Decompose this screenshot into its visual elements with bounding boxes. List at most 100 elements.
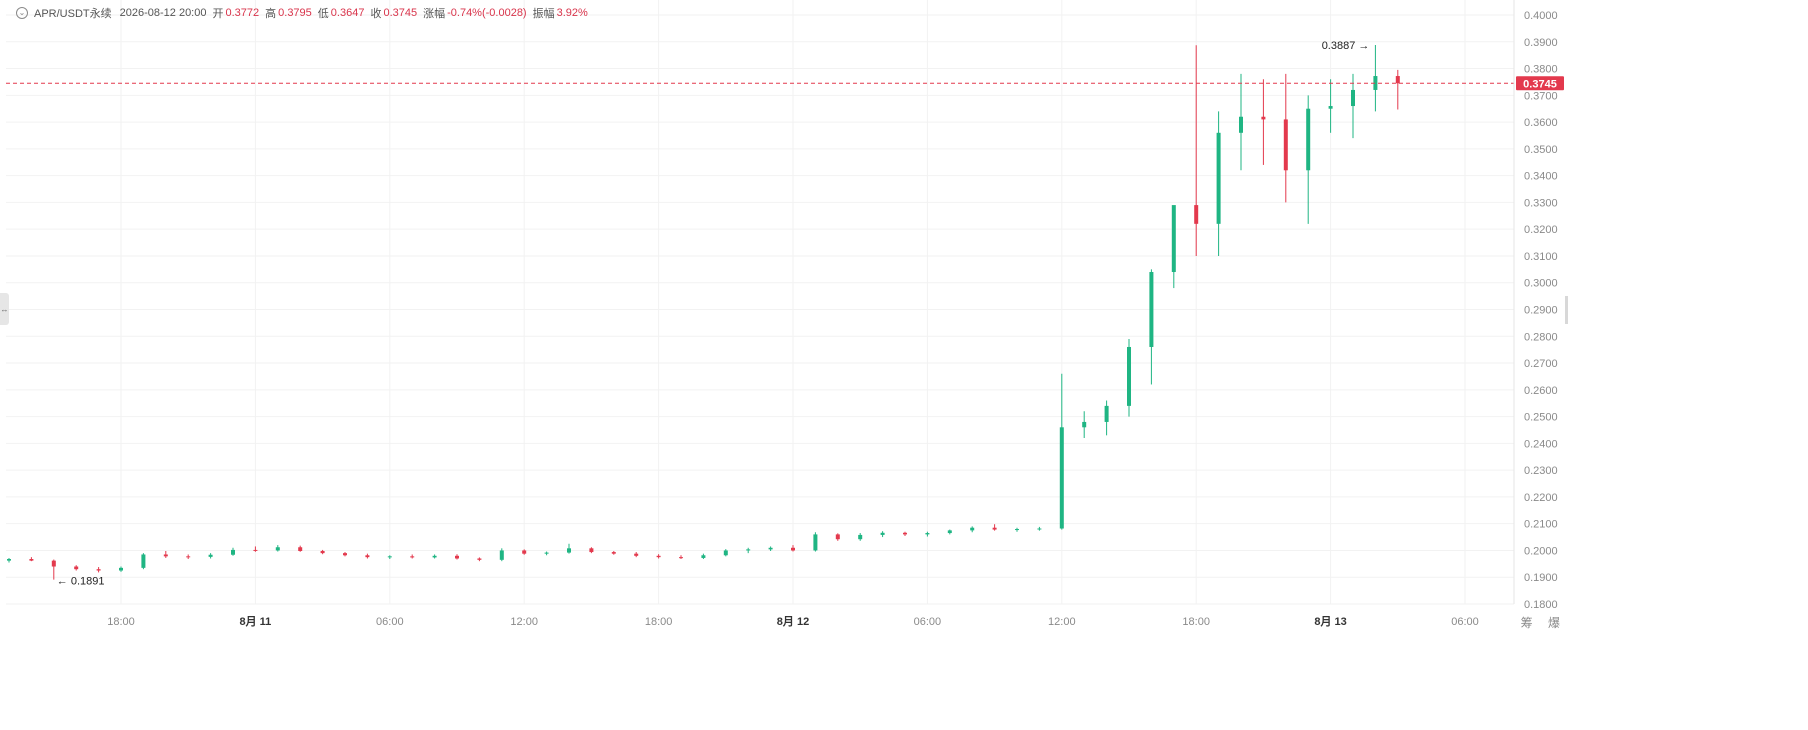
amplitude-label: 振幅 — [532, 8, 555, 20]
candle — [567, 543, 571, 554]
candle-body — [1373, 76, 1378, 90]
candle — [1373, 44, 1378, 112]
candle-layer — [7, 44, 1400, 580]
close-value: 0.3745 — [383, 7, 418, 19]
x-tick-label: 8月 12 — [777, 615, 809, 628]
candle — [51, 559, 56, 580]
candle-body — [1261, 116, 1266, 120]
x-tick-label: 06:00 — [376, 616, 404, 628]
axis-layer: 0.1800 0.1900 0.2000 0.2100 0.2200 0.2300 0.24… — [107, 0, 1558, 628]
candle-body — [1015, 529, 1019, 531]
amplitude-value: 3.92% — [556, 7, 588, 19]
candle — [611, 550, 616, 555]
candle — [96, 567, 101, 573]
candle-body — [1194, 205, 1199, 224]
candlestick-chart[interactable]: 0.3745 0.3887 → ← 0.1891 0.1800 0.1900 0.200… — [0, 0, 1568, 633]
candle-body — [1037, 528, 1042, 530]
candle-body — [320, 550, 325, 554]
candle — [925, 531, 930, 537]
candle-body — [51, 560, 56, 567]
candle-body — [499, 550, 504, 560]
candle-body — [611, 552, 616, 554]
candle — [992, 524, 997, 531]
candle-body — [903, 532, 907, 535]
chart-header: ⌄ APR/USDT永续 2026-08-12 20:00 开 0.3772 高… — [16, 5, 594, 21]
candle-body — [74, 566, 79, 570]
y-tick-label: 0.2000 — [1524, 545, 1558, 557]
last-price-label: 0.3745 — [1523, 78, 1557, 90]
candle — [701, 553, 706, 560]
candle-body — [1216, 132, 1221, 224]
candle-body — [723, 550, 728, 556]
candle — [1239, 73, 1243, 171]
y-tick-label: 0.2400 — [1524, 438, 1558, 450]
candle-body — [477, 558, 482, 560]
min-price-label: ← 0.1891 — [57, 576, 105, 588]
candle — [589, 547, 594, 554]
candle — [119, 566, 123, 572]
candle — [74, 565, 79, 571]
candle-body — [1082, 421, 1087, 428]
right-panel-handle[interactable] — [1565, 296, 1568, 324]
candle-body — [1283, 119, 1288, 171]
x-tick-label: 06:00 — [1451, 616, 1479, 628]
candle — [163, 550, 168, 558]
y-tick-label: 0.3300 — [1524, 197, 1558, 209]
candle-body — [7, 559, 11, 561]
candle — [947, 529, 952, 535]
candle-body — [1395, 76, 1400, 84]
candle — [1171, 205, 1176, 289]
y-tick-label: 0.4000 — [1524, 10, 1558, 22]
y-tick-label: 0.2300 — [1524, 465, 1558, 477]
overlay-layer: 0.3745 0.3887 → ← 0.1891 — [6, 40, 1564, 588]
candle-body — [455, 555, 459, 559]
y-tick-label: 0.3500 — [1524, 144, 1558, 156]
candle-body — [970, 527, 975, 531]
high-value: 0.3795 — [278, 7, 312, 19]
close-label: 收 — [370, 8, 382, 20]
candle-body — [186, 556, 191, 558]
x-tick-label: 12:00 — [1048, 616, 1076, 628]
candle-body — [1127, 346, 1131, 406]
candle-body — [544, 552, 549, 554]
y-tick-label: 0.2200 — [1524, 492, 1558, 504]
change-label: 涨幅 — [423, 8, 446, 20]
y-tick-label: 0.3900 — [1524, 37, 1558, 49]
candle — [432, 554, 437, 559]
candle — [1015, 527, 1019, 532]
y-tick-label: 0.2100 — [1524, 519, 1558, 531]
candle-body — [992, 527, 997, 530]
candle — [1059, 373, 1064, 530]
y-tick-label: 0.3800 — [1524, 64, 1558, 76]
candle-body — [701, 555, 706, 558]
open-label: 开 — [212, 8, 224, 20]
candle-body — [163, 554, 168, 557]
candle-body — [298, 547, 303, 551]
candle — [544, 551, 549, 556]
max-price-label: 0.3887 → — [1322, 40, 1370, 52]
chart-canvas[interactable]: 0.3745 0.3887 → ← 0.1891 0.1800 0.1900 0.200… — [0, 0, 1568, 633]
candle-body — [29, 559, 34, 561]
candle-body — [1351, 89, 1355, 107]
candle — [634, 552, 639, 558]
y-tick-label: 0.3000 — [1524, 278, 1558, 290]
candle-body — [119, 567, 123, 571]
y-tick-label: 0.3100 — [1524, 251, 1558, 263]
panel-collapse-handle[interactable]: ↔ — [0, 293, 9, 325]
x-tick-label: 18:00 — [107, 616, 135, 628]
candle-body — [835, 534, 840, 540]
candle — [791, 545, 795, 552]
candle-body — [275, 547, 280, 551]
candle-body — [746, 549, 751, 551]
candle — [410, 554, 415, 559]
candle — [813, 532, 818, 552]
chevron-down-icon[interactable]: ⌄ — [16, 7, 28, 19]
candle-body — [679, 557, 683, 559]
candle — [768, 546, 773, 551]
candle-body — [1239, 116, 1243, 133]
candle — [656, 554, 661, 559]
candle-time: 2026-08-12 20:00 — [119, 7, 207, 19]
corner-tools[interactable]: 筹 爆 — [1520, 616, 1566, 630]
candle-body — [589, 548, 594, 553]
last-price-tag — [1516, 76, 1564, 91]
